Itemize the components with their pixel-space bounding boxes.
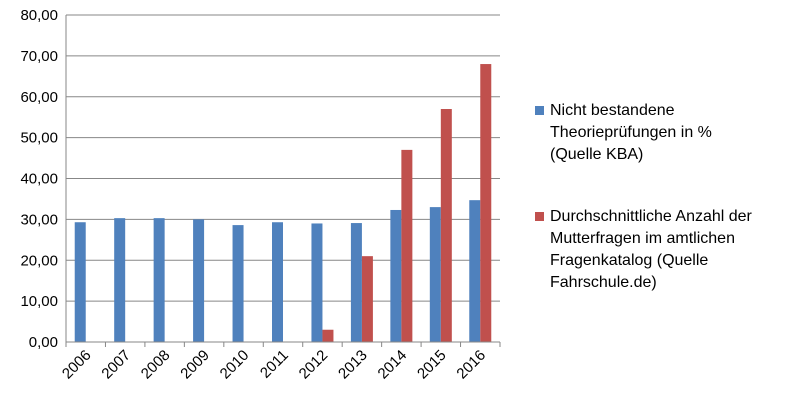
bar-nicht-bestanden xyxy=(390,209,402,342)
bar-mutterfragen xyxy=(361,256,373,342)
legend-label-line: Fragenkatalog (Quelle xyxy=(550,252,708,269)
legend-label-line: Fahrschule.de) xyxy=(550,274,657,291)
y-tick-label: 0,00 xyxy=(29,334,58,351)
y-tick-label: 60,00 xyxy=(20,89,58,106)
x-tick-label: 2010 xyxy=(217,347,253,383)
bar-nicht-bestanden xyxy=(193,219,205,342)
bar-nicht-bestanden xyxy=(469,200,481,342)
gridlines xyxy=(66,14,500,302)
bar-mutterfragen xyxy=(401,149,413,342)
bar-nicht-bestanden xyxy=(232,225,244,342)
y-tick-label: 80,00 xyxy=(20,7,58,24)
x-tick-label: 2009 xyxy=(177,347,213,383)
legend-label-line: (Quelle KBA) xyxy=(550,146,643,163)
legend-swatch-mutterfragen xyxy=(535,212,544,221)
bar-nicht-bestanden xyxy=(350,223,362,342)
bar-mutterfragen xyxy=(480,64,492,343)
y-tick-label: 10,00 xyxy=(20,293,58,310)
axes xyxy=(65,15,501,347)
x-tick-label: 2007 xyxy=(98,347,134,383)
bar-mutterfragen xyxy=(322,329,334,342)
x-tick-label: 2015 xyxy=(414,347,450,383)
y-tick-label: 50,00 xyxy=(20,130,58,147)
bar-nicht-bestanden xyxy=(272,222,283,342)
x-tick-label: 2008 xyxy=(138,347,174,383)
x-tick-label: 2016 xyxy=(453,347,489,383)
legend: Nicht bestandene Theorieprüfungen in % (Qu… xyxy=(535,102,753,291)
bar-nicht-bestanden xyxy=(74,222,86,342)
bar-mutterfragen xyxy=(440,109,452,342)
legend-label-line: Theorieprüfungen in % xyxy=(550,124,712,141)
legend-swatch-nicht-bestanden xyxy=(535,106,544,115)
y-tick-label: 40,00 xyxy=(20,171,58,188)
y-tick-labels: 0,00 10,00 20,00 30,00 40,00 50,00 60,00 70,00 8… xyxy=(20,7,58,351)
x-tick-labels: 2006 2007 2008 2009 2010 2011 2012 2013 2014 2015… xyxy=(59,347,489,383)
y-tick-label: 70,00 xyxy=(20,48,58,65)
y-tick-label: 20,00 xyxy=(20,252,58,269)
x-tick-label: 2012 xyxy=(296,347,332,383)
bars xyxy=(74,64,492,343)
bar-nicht-bestanden xyxy=(153,218,165,342)
bar-nicht-bestanden xyxy=(114,218,126,342)
legend-label-line: Mutterfragen im amtlichen xyxy=(550,230,735,247)
y-tick-label: 30,00 xyxy=(20,211,58,228)
bar-nicht-bestanden xyxy=(429,207,441,342)
legend-label-line: Durchschnittliche Anzahl der xyxy=(550,208,753,225)
x-tick-label: 2014 xyxy=(375,347,411,383)
x-tick-label: 2011 xyxy=(257,347,292,382)
bar-nicht-bestanden xyxy=(311,223,323,342)
x-tick-label: 2006 xyxy=(59,347,95,383)
legend-label-line: Nicht bestandene xyxy=(550,102,675,119)
x-tick-label: 2013 xyxy=(335,347,371,383)
